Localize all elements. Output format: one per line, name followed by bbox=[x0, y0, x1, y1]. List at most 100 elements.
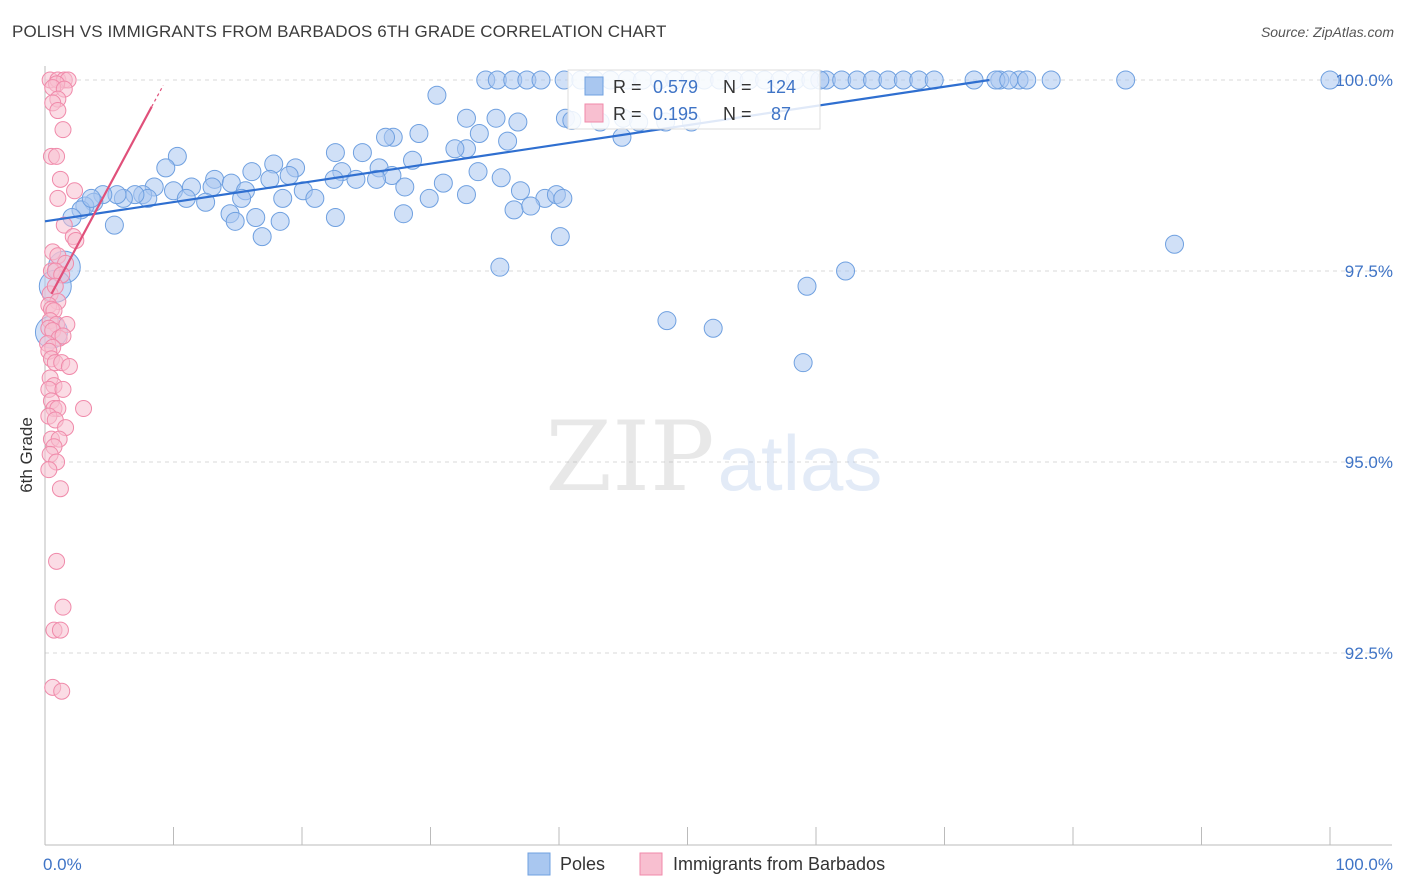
poles-point-114 bbox=[504, 200, 524, 220]
barbados-point-66 bbox=[51, 621, 69, 639]
poles-point-34 bbox=[1041, 70, 1061, 90]
poles-point-41 bbox=[456, 108, 476, 128]
y-tick-label-3: 92.5% bbox=[1345, 644, 1393, 663]
y-tick-label-0: 100.0% bbox=[1335, 71, 1393, 90]
poles-point-4 bbox=[531, 70, 551, 90]
poles-point-126 bbox=[793, 353, 813, 373]
series-barbados-points bbox=[39, 71, 93, 700]
barbados-point-61 bbox=[51, 480, 69, 498]
poles-point-112 bbox=[325, 208, 345, 228]
x-tick-label-0: 0.0% bbox=[43, 855, 82, 874]
poles-point-58 bbox=[445, 139, 465, 159]
watermark-atlas: atlas bbox=[718, 419, 883, 507]
barbados-point-15 bbox=[49, 189, 67, 207]
stats-legend-box: R = 0.579 N = 124 R = 0.195 N = 87 bbox=[567, 69, 821, 130]
barbados-point-37 bbox=[54, 327, 72, 345]
barbados-point-16 bbox=[55, 216, 73, 234]
stats-n-label-barbados: N = bbox=[723, 104, 752, 124]
barbados-point-64 bbox=[54, 598, 72, 616]
source-label: Source: ZipAtlas.com bbox=[1260, 24, 1394, 40]
stats-r-label-barbados: R = bbox=[613, 104, 642, 124]
poles-point-120 bbox=[1165, 234, 1185, 254]
stats-r-value-barbados: 0.195 bbox=[653, 104, 698, 124]
poles-point-91 bbox=[81, 188, 101, 208]
poles-point-60 bbox=[325, 143, 345, 163]
poles-point-97 bbox=[305, 188, 325, 208]
legend-label-poles: Poles bbox=[560, 854, 605, 874]
legend-swatch-barbados bbox=[639, 852, 663, 876]
poles-point-123 bbox=[797, 276, 817, 296]
poles-point-111 bbox=[270, 211, 290, 231]
barbados-point-60 bbox=[40, 461, 58, 479]
poles-point-95 bbox=[273, 188, 293, 208]
barbados-point-62 bbox=[75, 400, 93, 418]
trend-line-barbados bbox=[50, 106, 153, 295]
poles-point-102 bbox=[468, 162, 488, 182]
stats-r-value-poles: 0.579 bbox=[653, 77, 698, 97]
poles-point-73 bbox=[260, 169, 280, 189]
watermark: ZIP atlas bbox=[545, 401, 882, 513]
poles-point-124 bbox=[657, 311, 677, 331]
x-tick-labels: 0.0% 100.0% bbox=[43, 855, 1393, 874]
poles-point-43 bbox=[508, 112, 528, 132]
stats-n-label-poles: N = bbox=[723, 77, 752, 97]
trend-line-barbados-extension bbox=[151, 85, 164, 108]
poles-point-103 bbox=[491, 168, 511, 188]
poles-point-119 bbox=[550, 227, 570, 247]
poles-point-101 bbox=[456, 185, 476, 205]
barbados-point-68 bbox=[53, 682, 71, 700]
trend-lines bbox=[44, 78, 990, 295]
poles-point-70 bbox=[367, 169, 387, 189]
trend-line-poles bbox=[44, 78, 990, 223]
poles-point-107 bbox=[553, 188, 573, 208]
poles-point-72 bbox=[279, 166, 299, 185]
bottom-legend: Poles Immigrants from Barbados bbox=[527, 852, 885, 876]
barbados-point-48 bbox=[54, 380, 72, 398]
poles-point-40 bbox=[427, 85, 447, 105]
watermark-zip: ZIP bbox=[545, 401, 714, 513]
poles-point-36 bbox=[1320, 70, 1340, 90]
poles-point-62 bbox=[167, 146, 187, 166]
y-axis-title: 6th Grade bbox=[17, 417, 36, 493]
barbados-point-14 bbox=[66, 182, 84, 200]
poles-point-122 bbox=[836, 261, 856, 281]
poles-point-75 bbox=[242, 162, 262, 182]
x-tick-label-1: 100.0% bbox=[1335, 855, 1393, 874]
poles-point-30 bbox=[964, 70, 984, 90]
poles-point-110 bbox=[246, 208, 266, 228]
barbados-point-9 bbox=[49, 102, 67, 120]
poles-point-118 bbox=[252, 227, 272, 247]
poles-point-94 bbox=[232, 188, 252, 208]
poles-point-35 bbox=[1116, 70, 1136, 90]
poles-point-98 bbox=[395, 177, 415, 197]
barbados-point-13 bbox=[51, 170, 69, 188]
legend-label-barbados: Immigrants from Barbados bbox=[673, 854, 885, 874]
poles-point-115 bbox=[521, 196, 541, 216]
legend-swatch-poles bbox=[527, 852, 551, 876]
poles-point-53 bbox=[409, 123, 429, 143]
stats-n-value-barbados: 87 bbox=[771, 104, 791, 124]
poles-point-121 bbox=[490, 257, 510, 277]
poles-point-100 bbox=[433, 173, 453, 193]
poles-point-54 bbox=[469, 123, 489, 143]
stats-swatch-barbados bbox=[584, 103, 604, 123]
y-tick-label-2: 95.0% bbox=[1345, 453, 1393, 472]
poles-point-63 bbox=[156, 158, 176, 178]
barbados-point-44 bbox=[60, 358, 78, 375]
y-tick-label-1: 97.5% bbox=[1345, 262, 1393, 281]
chart-title: POLISH VS IMMIGRANTS FROM BARBADOS 6TH G… bbox=[12, 22, 667, 41]
barbados-point-12 bbox=[48, 147, 66, 165]
stats-box-frame bbox=[567, 69, 821, 130]
poles-point-99 bbox=[419, 188, 439, 208]
poles-point-59 bbox=[352, 143, 372, 163]
y-tick-labels: 100.0% 97.5% 95.0% 92.5% bbox=[1335, 71, 1393, 663]
poles-point-117 bbox=[104, 215, 124, 235]
poles-point-125 bbox=[703, 318, 723, 338]
poles-point-52 bbox=[376, 127, 396, 147]
barbados-point-10 bbox=[54, 121, 72, 139]
poles-point-113 bbox=[394, 204, 414, 224]
poles-point-104 bbox=[510, 181, 530, 201]
stats-n-value-poles: 124 bbox=[766, 77, 796, 97]
poles-point-55 bbox=[498, 131, 518, 151]
